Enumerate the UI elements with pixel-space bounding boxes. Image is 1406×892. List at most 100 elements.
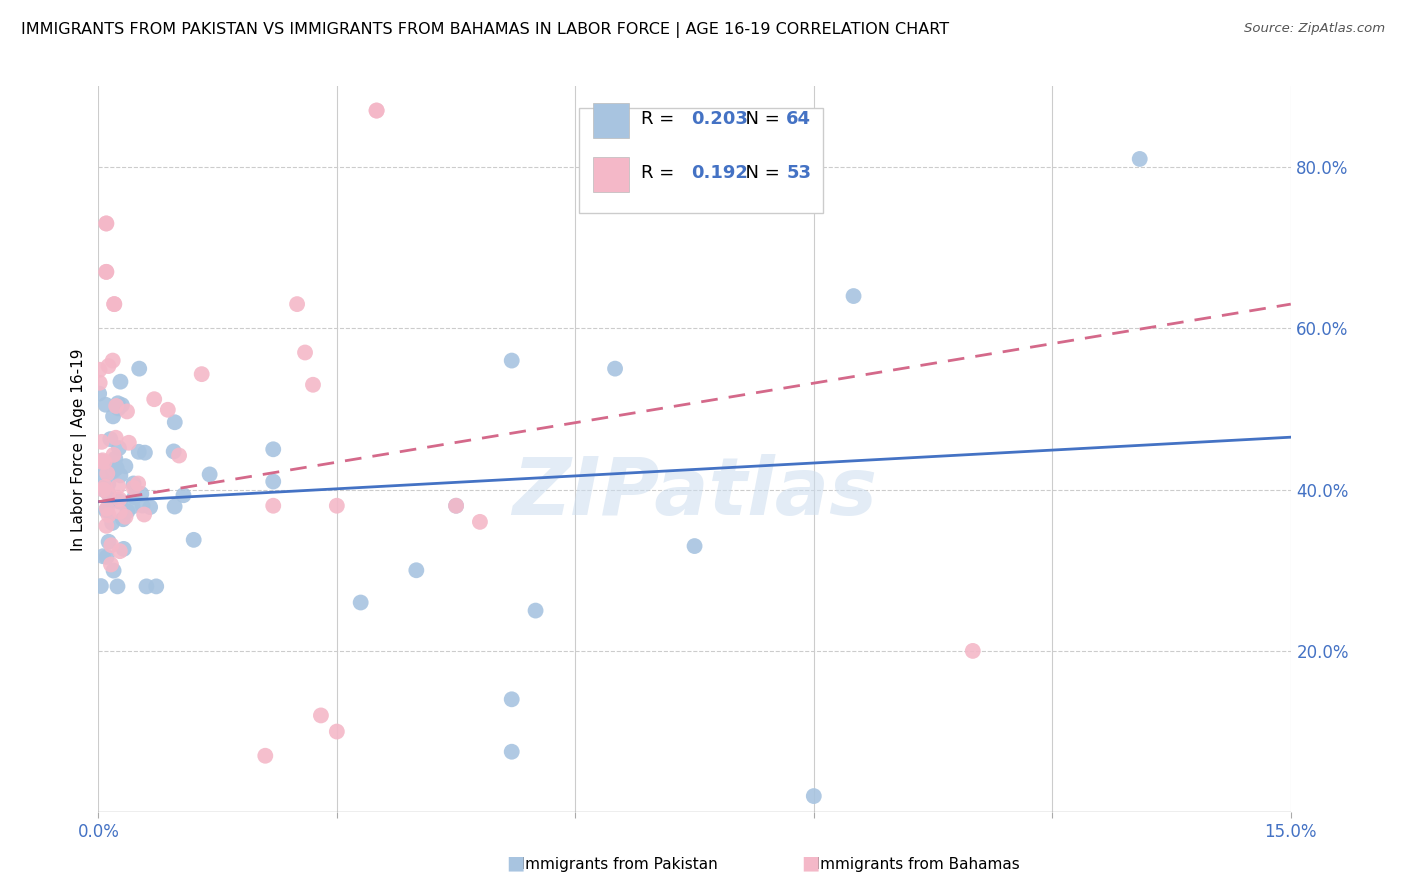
Point (124, 490, 146, 504)
Point (108, 441, 131, 455)
Point (107, 401, 129, 416)
Point (163, 415, 186, 429)
Point (97, 487, 120, 501)
Point (96, 467, 118, 481)
Text: Source: ZipAtlas.com: Source: ZipAtlas.com (1244, 22, 1385, 36)
Point (131, 499, 153, 513)
Point (172, 488, 194, 502)
Point (89, 454, 111, 468)
Point (104, 431, 127, 445)
Point (103, 297, 125, 311)
Text: N =: N = (734, 164, 786, 183)
Point (285, 297, 308, 311)
Point (501, 745, 523, 759)
Point (110, 375, 132, 389)
Point (96, 549, 118, 564)
Point (94, 480, 117, 494)
Point (100, 538, 122, 552)
Point (93, 483, 115, 497)
Point (103, 564, 125, 578)
Point (190, 367, 212, 381)
Point (96, 518, 118, 533)
Point (262, 475, 284, 489)
Point (96, 501, 118, 516)
Point (90, 434, 112, 449)
Point (91, 549, 114, 564)
Text: 0.192: 0.192 (690, 164, 748, 183)
Point (97, 476, 120, 491)
Point (107, 479, 129, 493)
Point (156, 402, 179, 417)
Point (100, 558, 122, 572)
Text: ZIPatlas: ZIPatlas (512, 454, 877, 532)
Point (294, 345, 316, 359)
Point (112, 541, 135, 556)
Point (803, 789, 825, 803)
Point (163, 444, 186, 458)
Text: R =: R = (641, 110, 681, 128)
Point (309, 708, 332, 723)
Point (97, 534, 120, 549)
Point (198, 467, 221, 482)
Point (167, 449, 190, 463)
Point (96, 217, 118, 231)
Point (96, 265, 118, 279)
Point (89, 376, 111, 390)
Point (683, 539, 706, 553)
Point (118, 435, 141, 450)
Point (108, 505, 131, 519)
Point (97, 508, 120, 522)
Point (101, 464, 124, 478)
Point (122, 481, 145, 495)
Point (501, 353, 523, 368)
Point (135, 579, 157, 593)
Point (326, 724, 349, 739)
Text: IMMIGRANTS FROM PAKISTAN VS IMMIGRANTS FROM BAHAMAS IN LABOR FORCE | AGE 16-19 C: IMMIGRANTS FROM PAKISTAN VS IMMIGRANTS F… (21, 22, 949, 38)
Point (96, 265, 118, 279)
Text: N =: N = (734, 110, 786, 128)
Point (108, 494, 131, 508)
Point (91, 453, 114, 467)
Point (183, 533, 205, 547)
Point (98, 488, 121, 502)
Point (524, 604, 547, 618)
Point (94, 398, 117, 412)
FancyBboxPatch shape (579, 108, 824, 213)
Point (98, 432, 121, 446)
FancyBboxPatch shape (593, 158, 628, 193)
Point (254, 748, 277, 763)
Point (139, 500, 162, 514)
Point (114, 459, 136, 474)
Text: Immigrants from Pakistan: Immigrants from Pakistan (506, 857, 718, 872)
Point (105, 461, 128, 475)
Point (262, 442, 284, 457)
Point (96, 217, 118, 231)
Point (962, 644, 984, 658)
Text: Immigrants from Bahamas: Immigrants from Bahamas (801, 857, 1021, 872)
Point (405, 563, 427, 577)
Point (115, 404, 138, 418)
Point (145, 579, 167, 593)
Text: 53: 53 (786, 164, 811, 183)
Point (128, 361, 150, 376)
Point (128, 445, 150, 459)
Point (107, 396, 129, 410)
Point (93, 483, 115, 498)
Text: 0.203: 0.203 (690, 110, 748, 128)
Point (468, 515, 491, 529)
Point (101, 409, 124, 424)
Point (501, 692, 523, 706)
Point (122, 476, 145, 491)
Text: ■: ■ (506, 854, 524, 872)
Point (105, 399, 128, 413)
Point (134, 508, 156, 522)
Point (350, 595, 373, 609)
Point (143, 392, 166, 407)
Text: 64: 64 (786, 110, 811, 128)
Point (104, 451, 127, 466)
Text: ■: ■ (801, 854, 820, 872)
Point (1129, 152, 1152, 166)
Point (842, 289, 865, 303)
Point (90, 455, 112, 469)
Point (111, 398, 134, 412)
